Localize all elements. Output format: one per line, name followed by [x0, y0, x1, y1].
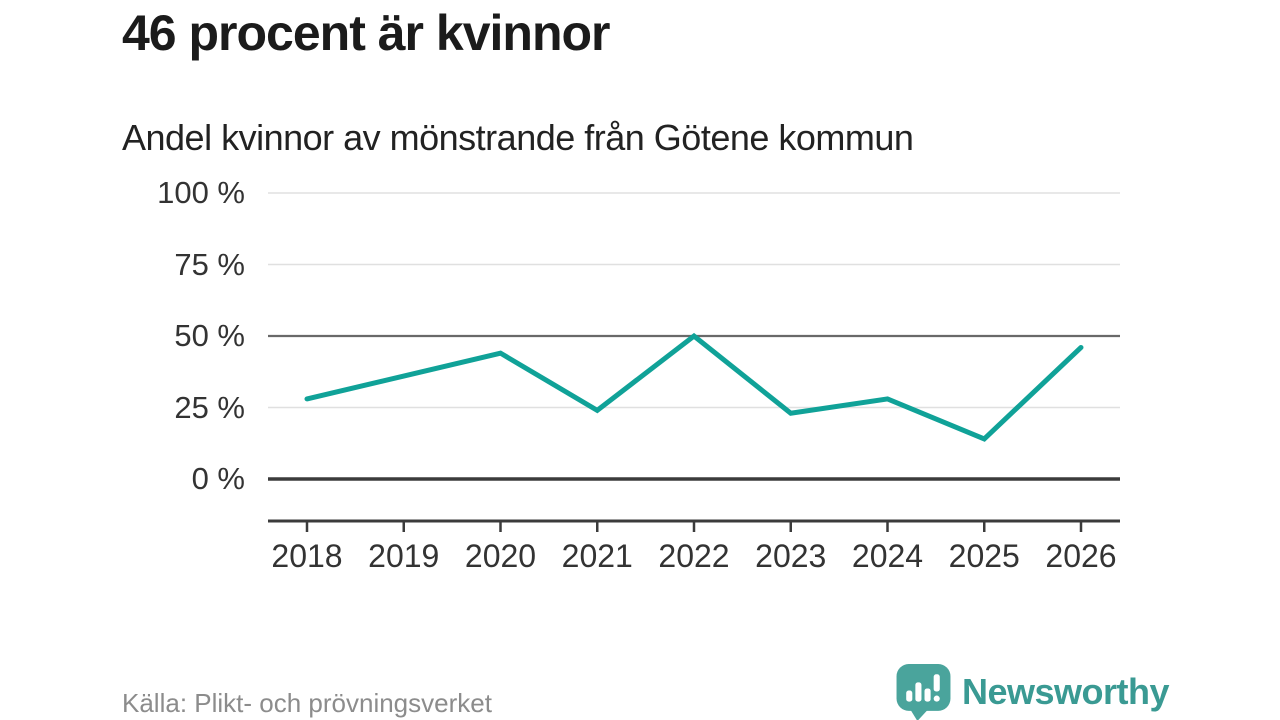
y-axis-tick-label: 100 % — [157, 175, 245, 210]
y-axis-tick-label: 25 % — [174, 389, 245, 425]
chart-subtitle: Andel kvinnor av mönstrande från Götene … — [122, 117, 914, 158]
source-note: Källa: Plikt- och prövningsverket — [122, 688, 492, 718]
x-axis-tick-label: 2026 — [1045, 538, 1117, 574]
data-line — [304, 332, 1084, 442]
newsworthy-logo-icon — [896, 664, 951, 720]
x-axis-tick-label: 2025 — [948, 538, 1020, 574]
x-axis-tick-label: 2024 — [851, 538, 924, 574]
x-axis-tick-label: 2023 — [755, 538, 827, 574]
brand-logo: Newsworthy — [895, 663, 1170, 720]
y-axis-tick-label: 50 % — [174, 318, 245, 353]
logo-bar-short — [906, 690, 913, 702]
logo-exclamation-bar — [933, 674, 940, 692]
x-axis-tick-label: 2020 — [464, 538, 537, 574]
x-axis-tick-label: 2022 — [658, 538, 730, 574]
y-axis-tick-label: 75 % — [174, 246, 245, 282]
logo-bar-tall — [915, 682, 922, 702]
x-axis-tick-label: 2018 — [271, 538, 343, 574]
speech-bubble-tail — [909, 707, 930, 720]
brand-name: Newsworthy — [962, 671, 1170, 712]
y-axis-tick-label: 0 % — [191, 461, 245, 496]
x-axis-tick-label: 2021 — [561, 538, 633, 574]
logo-exclamation-dot — [933, 695, 940, 702]
speech-bubble-shape — [896, 664, 951, 711]
logo-bar-medium — [924, 688, 931, 702]
chart-title: 46 procent är kvinnor — [122, 5, 610, 61]
x-axis-tick-label: 2019 — [368, 538, 440, 574]
